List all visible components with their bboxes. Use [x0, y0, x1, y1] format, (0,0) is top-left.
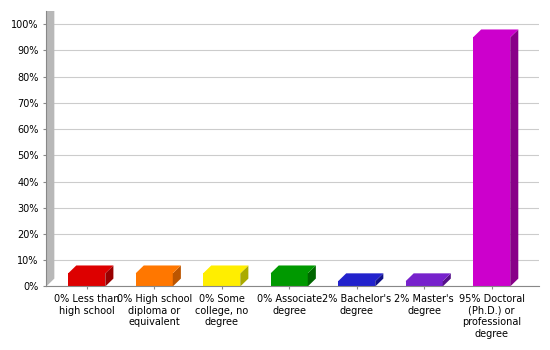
Polygon shape	[443, 273, 451, 286]
Bar	[271, 273, 308, 286]
Polygon shape	[136, 265, 181, 273]
Polygon shape	[338, 273, 383, 281]
Polygon shape	[203, 265, 249, 273]
Polygon shape	[105, 265, 113, 286]
Bar	[68, 273, 105, 286]
Polygon shape	[473, 29, 518, 37]
Polygon shape	[240, 265, 249, 286]
Polygon shape	[375, 273, 383, 286]
Bar	[203, 273, 240, 286]
Polygon shape	[510, 29, 518, 286]
Polygon shape	[68, 265, 113, 273]
Polygon shape	[46, 3, 54, 286]
Bar	[473, 37, 510, 286]
Polygon shape	[173, 265, 181, 286]
Bar	[405, 281, 443, 286]
Bar	[338, 281, 375, 286]
Polygon shape	[308, 265, 316, 286]
Bar	[136, 273, 173, 286]
Polygon shape	[405, 273, 451, 281]
Polygon shape	[271, 265, 316, 273]
